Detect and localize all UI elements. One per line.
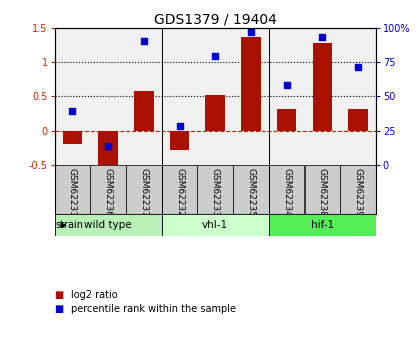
Text: percentile rank within the sample: percentile rank within the sample	[71, 304, 236, 314]
Bar	[197, 165, 233, 214]
Text: strain: strain	[55, 220, 83, 230]
Bar	[348, 109, 368, 131]
Bar	[170, 131, 189, 150]
Bar	[205, 95, 225, 131]
Bar	[312, 43, 332, 131]
Bar	[241, 37, 261, 131]
Text: vhl-1: vhl-1	[202, 220, 228, 230]
Bar	[55, 165, 90, 214]
Text: GSM62238: GSM62238	[318, 168, 327, 217]
Bar	[134, 91, 154, 131]
Point	[140, 39, 147, 44]
Bar	[162, 165, 197, 214]
Point	[283, 82, 290, 87]
Bar	[233, 165, 269, 214]
Point	[248, 30, 255, 35]
Bar	[304, 165, 340, 214]
Point	[69, 109, 76, 114]
Text: GSM62232: GSM62232	[175, 168, 184, 216]
Text: GSM62231: GSM62231	[68, 168, 77, 217]
Bar	[98, 131, 118, 169]
Point	[212, 54, 219, 59]
Bar	[340, 165, 376, 214]
Point	[105, 143, 112, 149]
Bar	[126, 165, 162, 214]
Text: GSM62233: GSM62233	[211, 168, 220, 217]
Point	[319, 34, 326, 39]
Text: GSM62234: GSM62234	[282, 168, 291, 216]
Text: GSM62239: GSM62239	[354, 168, 362, 217]
Bar	[162, 214, 269, 236]
Title: GDS1379 / 19404: GDS1379 / 19404	[154, 12, 277, 27]
Text: GSM62237: GSM62237	[139, 168, 148, 217]
Bar	[269, 214, 376, 236]
Bar	[269, 165, 304, 214]
Text: ■: ■	[55, 304, 64, 314]
Text: log2 ratio: log2 ratio	[71, 290, 117, 300]
Text: ■: ■	[55, 290, 64, 300]
Point	[176, 123, 183, 129]
Bar	[55, 214, 162, 236]
Bar	[277, 109, 297, 131]
Point	[354, 65, 361, 70]
Text: GSM62235: GSM62235	[247, 168, 255, 217]
Bar	[63, 131, 82, 145]
Text: wild type: wild type	[84, 220, 132, 230]
Bar	[90, 165, 126, 214]
Text: hif-1: hif-1	[311, 220, 334, 230]
Text: GSM62236: GSM62236	[104, 168, 113, 217]
